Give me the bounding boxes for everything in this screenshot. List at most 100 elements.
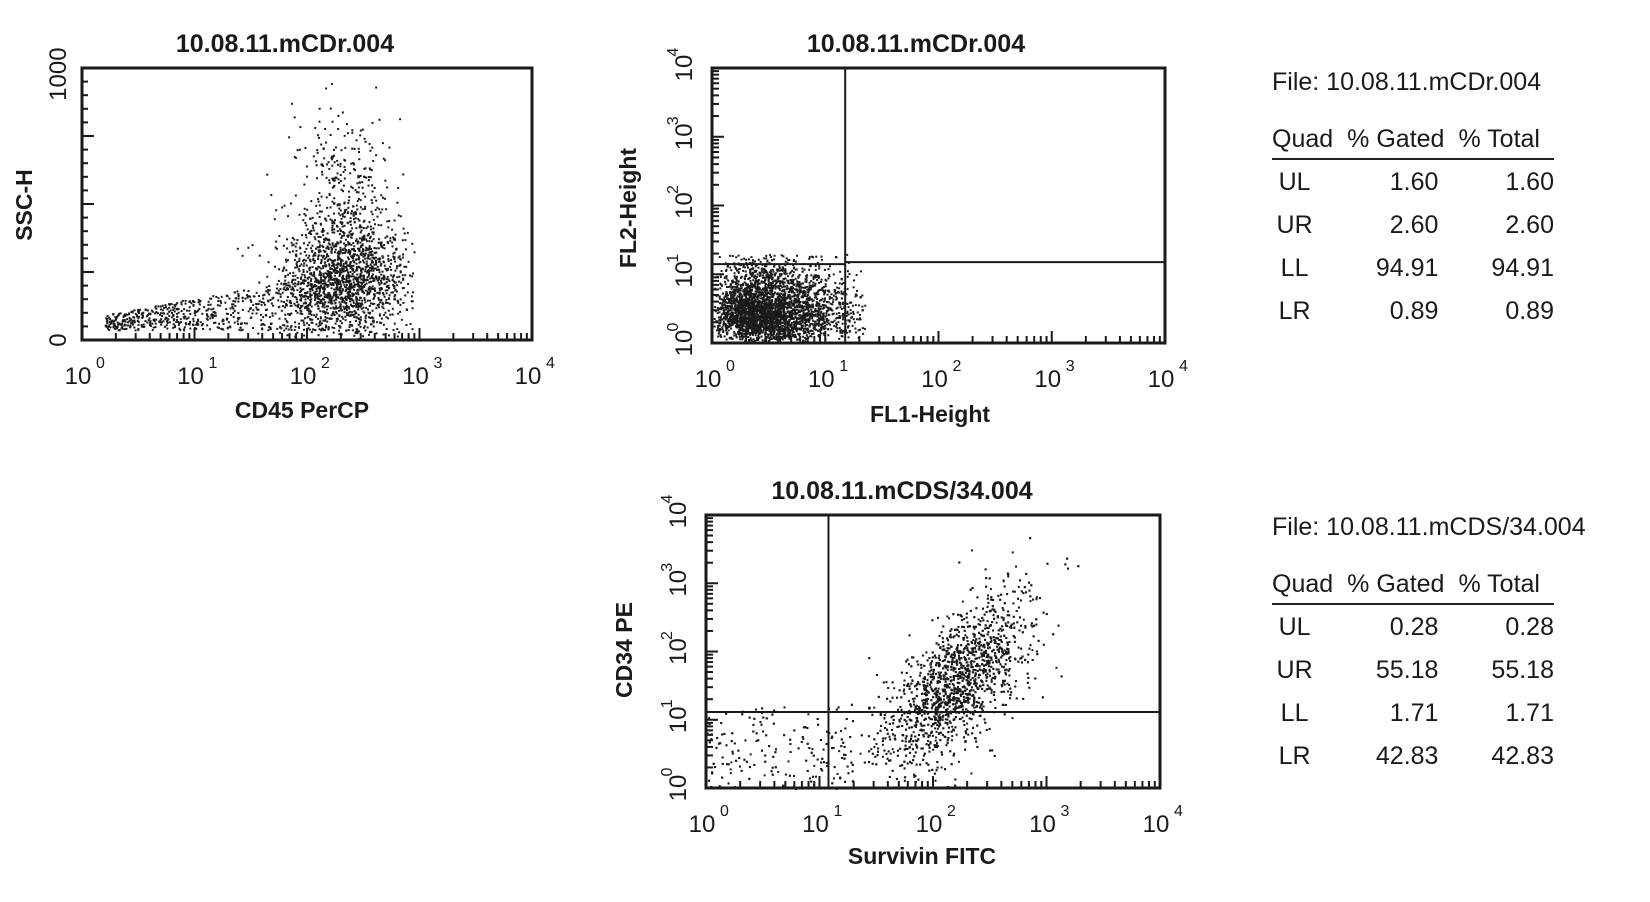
event-dot bbox=[220, 300, 222, 302]
event-dot bbox=[354, 221, 356, 223]
event-dot bbox=[842, 302, 844, 304]
event-dot bbox=[382, 271, 384, 273]
event-dot bbox=[822, 332, 824, 334]
event-dot bbox=[360, 270, 362, 272]
event-dot bbox=[362, 335, 364, 337]
event-dot bbox=[342, 111, 344, 113]
event-dot bbox=[795, 269, 797, 271]
event-dot bbox=[240, 329, 242, 331]
event-dot bbox=[289, 251, 291, 253]
event-dot bbox=[348, 200, 350, 202]
event-dot bbox=[298, 268, 300, 270]
event-dot bbox=[189, 313, 191, 315]
event-dot bbox=[861, 309, 863, 311]
event-dot bbox=[328, 248, 330, 250]
event-dot bbox=[199, 300, 201, 302]
event-dot bbox=[363, 297, 365, 299]
event-dot bbox=[333, 294, 335, 296]
event-dot bbox=[377, 280, 379, 282]
event-dot bbox=[319, 216, 321, 218]
event-dot bbox=[742, 266, 744, 268]
event-dot bbox=[358, 302, 360, 304]
event-dot bbox=[736, 270, 738, 272]
event-dot bbox=[310, 280, 312, 282]
event-dot bbox=[305, 224, 307, 226]
event-dot bbox=[295, 157, 297, 159]
event-dot bbox=[862, 327, 864, 329]
event-dot bbox=[318, 274, 320, 276]
event-dot bbox=[796, 330, 798, 332]
plot-2-events bbox=[712, 68, 1165, 345]
event-dot bbox=[303, 184, 305, 186]
event-dot bbox=[296, 266, 298, 268]
event-dot bbox=[192, 324, 194, 326]
event-dot bbox=[307, 244, 309, 246]
event-dot bbox=[369, 317, 371, 319]
event-dot bbox=[402, 173, 404, 175]
event-dot bbox=[325, 284, 327, 286]
event-dot bbox=[385, 268, 387, 270]
event-dot bbox=[732, 255, 734, 257]
event-dot bbox=[816, 298, 818, 300]
event-dot bbox=[857, 311, 859, 313]
event-dot bbox=[119, 323, 121, 325]
event-dot bbox=[146, 322, 148, 324]
event-dot bbox=[842, 323, 844, 325]
event-dot bbox=[356, 191, 358, 193]
event-dot bbox=[773, 336, 775, 338]
event-dot bbox=[278, 268, 280, 270]
event-dot bbox=[337, 259, 339, 261]
event-dot bbox=[307, 257, 309, 259]
event-dot bbox=[400, 215, 402, 217]
event-dot bbox=[338, 314, 340, 316]
event-dot bbox=[232, 303, 234, 305]
event-dot bbox=[135, 313, 137, 315]
event-dot bbox=[377, 297, 379, 299]
event-dot bbox=[382, 142, 384, 144]
event-dot bbox=[388, 220, 390, 222]
event-dot bbox=[796, 255, 798, 257]
event-dot bbox=[283, 288, 285, 290]
event-dot bbox=[324, 289, 326, 291]
event-dot bbox=[345, 278, 347, 280]
event-dot bbox=[827, 268, 829, 270]
event-dot bbox=[405, 248, 407, 250]
event-dot bbox=[748, 326, 750, 328]
event-dot bbox=[320, 268, 322, 270]
event-dot bbox=[155, 308, 157, 310]
event-dot bbox=[258, 295, 260, 297]
event-dot bbox=[355, 277, 357, 279]
event-dot bbox=[862, 333, 864, 335]
event-dot bbox=[246, 323, 248, 325]
event-dot bbox=[755, 271, 757, 273]
event-dot bbox=[248, 310, 250, 312]
event-dot bbox=[820, 299, 822, 301]
plot-1-ylabel: SSC-H bbox=[11, 169, 37, 241]
event-dot bbox=[364, 258, 366, 260]
event-dot bbox=[333, 155, 335, 157]
event-dot bbox=[373, 303, 375, 305]
event-dot bbox=[356, 208, 358, 210]
x-tick-label: 10 bbox=[515, 363, 542, 390]
event-dot bbox=[298, 270, 300, 272]
event-dot bbox=[744, 281, 746, 283]
event-dot bbox=[369, 246, 371, 248]
event-dot bbox=[371, 184, 373, 186]
event-dot bbox=[106, 320, 108, 322]
event-dot bbox=[377, 258, 379, 260]
event-dot bbox=[195, 328, 197, 330]
event-dot bbox=[372, 273, 374, 275]
event-dot bbox=[189, 328, 191, 330]
event-dot bbox=[387, 276, 389, 278]
event-dot bbox=[372, 160, 374, 162]
event-dot bbox=[337, 115, 339, 117]
event-dot bbox=[267, 329, 269, 331]
event-dot bbox=[345, 306, 347, 308]
event-dot bbox=[339, 258, 341, 260]
event-dot bbox=[165, 317, 167, 319]
event-dot bbox=[381, 318, 383, 320]
event-dot bbox=[325, 87, 327, 89]
event-dot bbox=[757, 331, 759, 333]
event-dot bbox=[319, 324, 321, 326]
event-dot bbox=[155, 326, 157, 328]
